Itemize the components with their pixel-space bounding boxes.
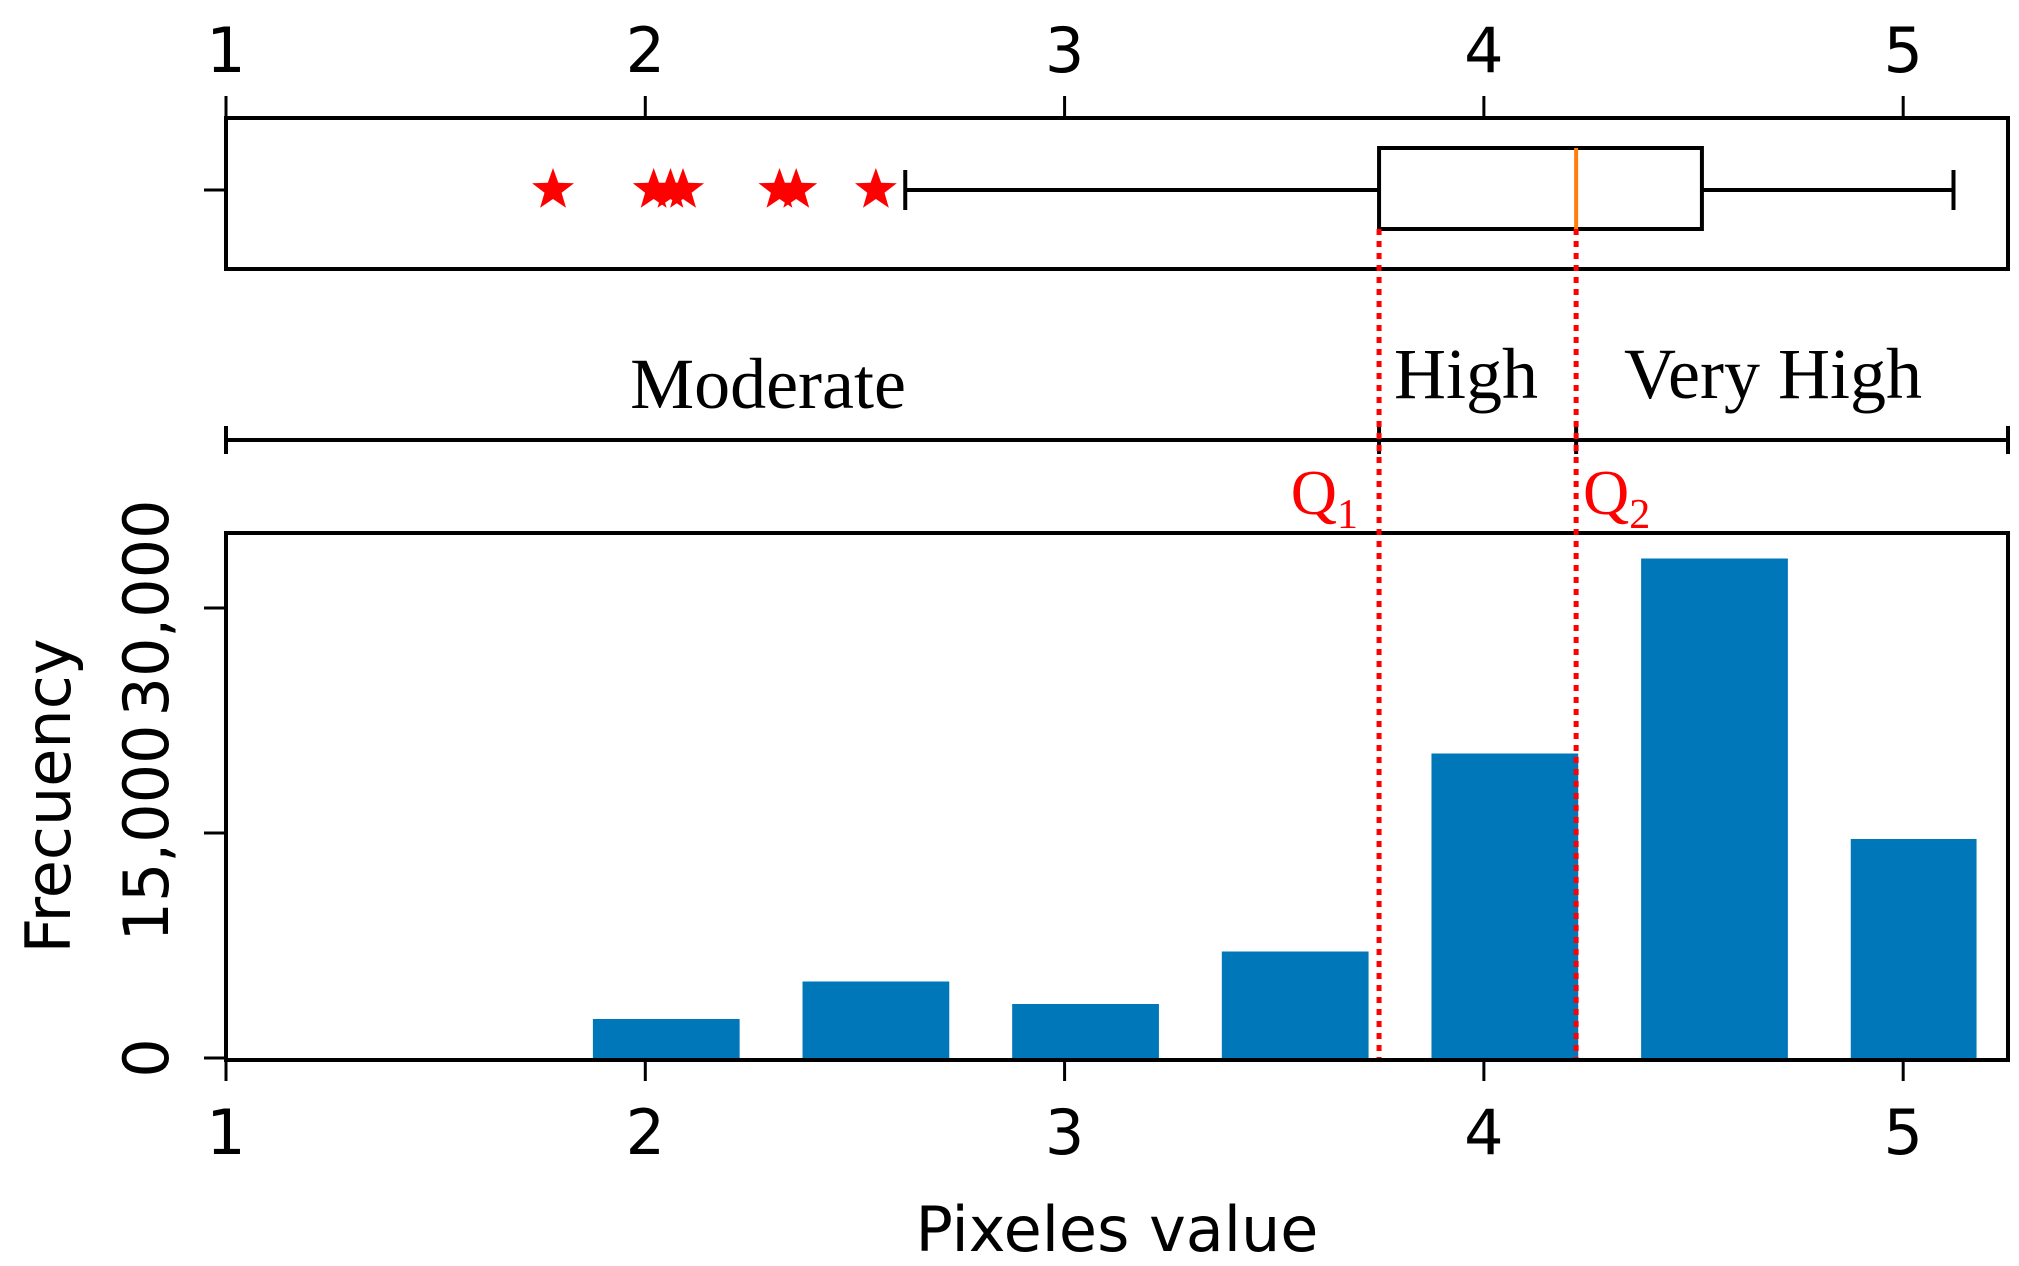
histogram-frame: [224, 531, 2010, 1062]
q2-annotation: Q2: [1583, 457, 1650, 538]
y-axis-label: Frecuency: [12, 638, 85, 953]
histogram-y-ticks: 0 15,000 30,000: [110, 500, 226, 1078]
iqr-box: [1377, 146, 1704, 231]
histogram-bar: [1641, 558, 1788, 1058]
outlier-point: [532, 168, 574, 208]
outlier-point: [758, 168, 801, 208]
range-label: High: [1394, 334, 1538, 414]
q2-subscript: 2: [1629, 492, 1650, 538]
histogram-x-tick-label: 3: [1045, 1096, 1084, 1169]
outlier-point: [775, 168, 818, 208]
q1-annotation: Q1: [1291, 457, 1358, 538]
histogram-bars: [592, 558, 1977, 1058]
boxplot-x-tick-label: 1: [206, 14, 245, 87]
outlier-point: [855, 168, 897, 208]
q1-label: Q: [1291, 457, 1337, 528]
q1-subscript: 1: [1337, 492, 1358, 538]
histogram-bar: [1431, 753, 1579, 1058]
histogram-y-tick-label: 0: [110, 1038, 183, 1077]
range-label: Moderate: [630, 344, 906, 424]
histogram-bar: [592, 1019, 740, 1058]
boxplot-x-tick-label: 4: [1464, 14, 1503, 87]
histogram-y-tick-label: 30,000: [110, 500, 183, 717]
x-axis-label: Pixeles value: [916, 1193, 1319, 1266]
histogram-panel: 1 2 3 4 5 0 15,000 30,000 Pixeles value Frecue…: [12, 500, 2010, 1266]
histogram-bar: [1012, 1004, 1159, 1058]
boxplot-elements: [532, 146, 1956, 231]
histogram-x-tick-label: 4: [1464, 1096, 1503, 1169]
boxplot-x-ticks: 1 2 3 4 5: [206, 14, 1923, 118]
outlier-point: [632, 168, 675, 208]
svg-text:Q1: Q1: [1291, 457, 1358, 538]
q2-label: Q: [1583, 457, 1629, 528]
histogram-bar: [1850, 839, 1977, 1058]
outlier-point: [662, 168, 704, 208]
boxplot-x-tick-label: 5: [1883, 14, 1922, 87]
range-label: Very High: [1624, 334, 1922, 414]
histogram-x-tick-label: 5: [1883, 1096, 1922, 1169]
boxplot-x-tick-label: 3: [1045, 14, 1084, 87]
svg-text:Q2: Q2: [1583, 457, 1650, 538]
boxplot-frame: [224, 116, 2010, 271]
histogram-x-ticks: 1 2 3 4 5: [206, 1060, 1923, 1169]
histogram-y-tick-label: 15,000: [110, 725, 183, 942]
range-panel: Moderate High Very High: [224, 334, 2010, 454]
boxplot-panel: 1 2 3 4 5: [204, 14, 2010, 271]
histogram-bar: [1221, 951, 1369, 1058]
boxplot-x-tick-label: 2: [626, 14, 665, 87]
histogram-x-tick-label: 1: [206, 1096, 245, 1169]
histogram-x-tick-label: 2: [626, 1096, 665, 1169]
histogram-bar: [802, 981, 950, 1058]
